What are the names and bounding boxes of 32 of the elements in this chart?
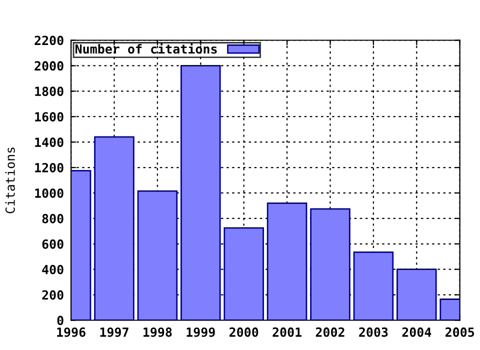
- bar: [94, 136, 134, 320]
- x-tick-label: 1996: [57, 327, 86, 337]
- y-tick-label: 600: [42, 239, 64, 249]
- y-tick-label: 1200: [35, 162, 64, 172]
- y-tick-label: 2200: [34, 36, 64, 46]
- y-tick-label: 1000: [35, 188, 64, 198]
- y-tick-label: 800: [42, 214, 64, 224]
- x-tick-label: 2005: [445, 327, 474, 337]
- y-tick-label: 1400: [35, 138, 64, 147]
- x-tick-label: 2004: [402, 327, 432, 337]
- y-tick-label: 0: [57, 316, 64, 326]
- bar: [266, 202, 308, 320]
- x-tick-label: 1998: [144, 327, 172, 337]
- bar: [353, 251, 394, 320]
- y-tick-label: 400: [42, 264, 64, 274]
- x-tick-label: 2000: [229, 327, 258, 337]
- bar: [137, 190, 178, 320]
- x-tick-label: 1999: [186, 327, 215, 337]
- bar: [396, 268, 437, 320]
- legend-label: Number of citations: [76, 43, 217, 54]
- y-axis-title: Citations: [5, 148, 15, 214]
- x-tick-label: 2001: [272, 327, 302, 337]
- y-tick-label: 2000: [34, 61, 64, 71]
- y-tick-label: 1800: [35, 86, 64, 96]
- bar: [224, 227, 264, 320]
- y-tick-label: 200: [42, 290, 64, 300]
- x-tick-label: 2002: [316, 327, 344, 337]
- x-tick-label: 2003: [359, 327, 388, 337]
- x-tick-label: 1997: [100, 327, 128, 337]
- y-tick-label: 1600: [35, 112, 64, 122]
- bar: [310, 208, 350, 320]
- bar: [180, 65, 221, 320]
